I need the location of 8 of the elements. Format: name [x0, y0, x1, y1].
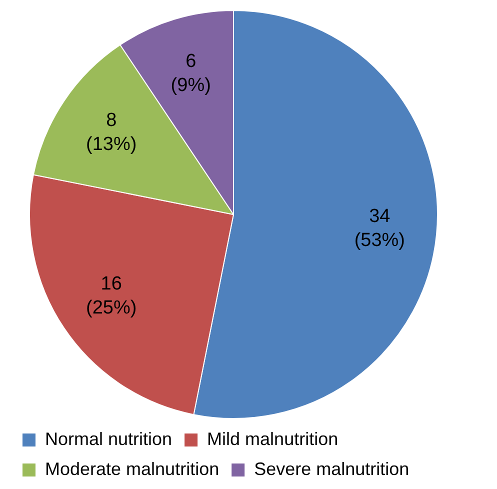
legend-label: Mild malnutrition [207, 428, 338, 449]
data-label: 8 (13%) [86, 110, 137, 156]
legend-label: Moderate malnutrition [45, 458, 220, 479]
data-label: 34 (53%) [354, 206, 406, 252]
data-label: 16 (25%) [86, 273, 137, 318]
legend-label: Normal nutrition [45, 428, 172, 449]
legend-label: Severe malnutrition [254, 458, 410, 479]
data-label: 6 (9%) [170, 51, 211, 96]
